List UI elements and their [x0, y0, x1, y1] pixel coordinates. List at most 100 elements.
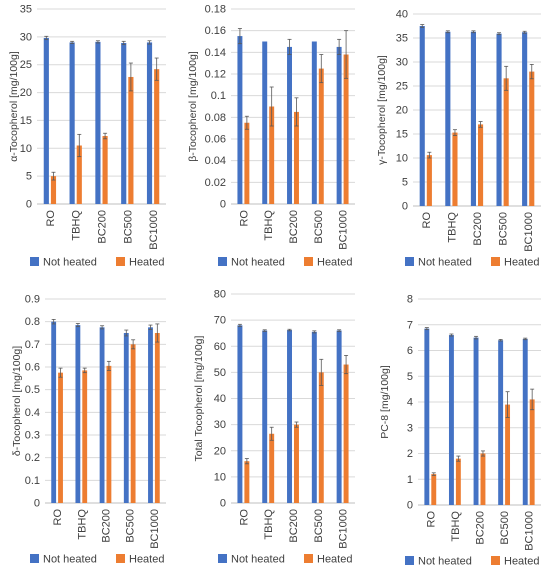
legend: Not heated Heated [405, 556, 539, 568]
category-label-BC500: BC500 [499, 511, 511, 545]
y-tick-label: 0.02 [205, 177, 226, 189]
legend-label-not-heated: Not heated [43, 257, 97, 269]
y-tick-label: 80 [214, 289, 226, 301]
y-tick-label: 25 [396, 81, 408, 93]
category-label-RO: RO [52, 509, 64, 526]
y-tick-label: 5 [407, 371, 413, 383]
bar-heated-BC1000 [154, 333, 160, 503]
category-label-TBHQ: TBHQ [446, 212, 458, 243]
bar-heated-BC500 [128, 76, 134, 204]
category-label-RO: RO [45, 210, 57, 227]
chart-panel-3: 0 5 10 15 20 25 30 35 40 γ-Tocopherol [mg/100g] RO… [376, 9, 541, 269]
category-label-BC200: BC200 [288, 210, 300, 244]
y-tick-label: 0 [220, 498, 226, 510]
bar-heated-TBHQ [455, 458, 461, 505]
bar-heated-BC200 [480, 453, 486, 505]
y-tick-label: 2 [407, 448, 413, 460]
bar-not-heated-TBHQ [445, 31, 451, 207]
y-tick-label: 50 [214, 367, 226, 379]
legend-swatch-not-heated [405, 556, 414, 565]
category-label-BC200: BC200 [97, 210, 109, 244]
y-tick-label: 0.4 [25, 407, 40, 419]
category-label-BC1000: BC1000 [338, 210, 350, 250]
y-tick-label: 30 [214, 419, 226, 431]
bar-not-heated-TBHQ [448, 335, 454, 505]
bar-not-heated-BC1000 [522, 32, 528, 206]
y-tick-label: 0 [220, 199, 226, 211]
bar-not-heated-RO [419, 26, 425, 206]
legend: Not heated Heated [30, 554, 164, 566]
bar-not-heated-RO [237, 325, 243, 503]
legend-label-heated: Heated [504, 556, 539, 568]
category-label-BC500: BC500 [313, 509, 325, 543]
bar-heated-BC500 [503, 78, 509, 206]
bar-not-heated-BC200 [473, 337, 479, 505]
y-tick-label: 30 [396, 57, 408, 69]
y-tick-label: 6 [407, 345, 413, 357]
y-tick-label: 4 [407, 397, 413, 409]
y-tick-label: 15 [396, 129, 408, 141]
y-tick-label: 0.14 [205, 47, 226, 59]
y-tick-label: 0.06 [205, 134, 226, 146]
bar-heated-BC1000 [343, 364, 349, 503]
bar-heated-TBHQ [82, 370, 88, 503]
bar-not-heated-BC200 [99, 327, 105, 503]
bar-heated-BC1000 [343, 54, 349, 204]
bar-heated-RO [50, 176, 57, 204]
y-tick-label: 0.8 [25, 316, 40, 328]
chart-panel-1: 0 5 10 15 20 25 30 35 α-Tocopherol [mg/100g] RO TB… [8, 4, 166, 269]
legend-swatch-heated [116, 554, 125, 563]
legend: Not heated Heated [30, 257, 164, 269]
bar-not-heated-BC200 [287, 46, 292, 204]
chart-panel-5: 0 10 20 30 40 50 60 70 80 Total Tocopherol [mg/10… [193, 289, 355, 566]
bar-heated-TBHQ [269, 433, 275, 503]
legend-label-heated: Heated [317, 257, 352, 269]
y-tick-label: 15 [20, 115, 32, 127]
category-label-BC500: BC500 [122, 210, 134, 244]
bar-not-heated-TBHQ [262, 330, 268, 503]
y-tick-label: 30 [20, 31, 32, 43]
y-tick-label: 10 [396, 153, 408, 165]
y-tick-label: 0.16 [205, 25, 226, 37]
category-label-BC200: BC200 [475, 511, 487, 545]
legend: Not heated Heated [218, 554, 352, 566]
bar-not-heated-BC1000 [522, 338, 528, 505]
category-label-RO: RO [238, 210, 250, 227]
bar-not-heated-BC200 [287, 330, 292, 503]
bar-not-heated-BC500 [121, 42, 127, 204]
bar-not-heated-BC1000 [336, 46, 342, 204]
y-tick-label: 10 [214, 471, 226, 483]
legend-swatch-heated [116, 257, 125, 266]
legend-swatch-heated [304, 257, 313, 266]
bar-heated-BC200 [102, 136, 108, 204]
category-label-BC200: BC200 [472, 212, 484, 246]
category-label-BC1000: BC1000 [523, 212, 535, 252]
y-axis-label: γ-Tocopherol [mg/100g] [376, 55, 388, 165]
y-tick-label: 40 [396, 9, 408, 21]
y-tick-label: 0.5 [25, 384, 40, 396]
legend-swatch-not-heated [218, 554, 227, 563]
legend-label-not-heated: Not heated [418, 556, 472, 568]
bar-heated-BC200 [106, 365, 112, 503]
category-label-TBHQ: TBHQ [450, 511, 462, 542]
legend: Not heated Heated [405, 257, 539, 269]
chart-panel-4: 0 0.1 0.2 0.3 0.4 0.5 0.6 0.7 0.8 0.9 δ-Tocopherol… [11, 294, 166, 566]
y-axis-label: α-Tocopherol [mg/100g] [8, 51, 20, 162]
y-tick-label: 0.12 [205, 69, 226, 81]
y-tick-label: 0.7 [25, 339, 40, 351]
bar-heated-TBHQ [269, 106, 275, 204]
y-tick-label: 20 [214, 445, 226, 457]
bar-not-heated-BC500 [311, 41, 317, 204]
bar-heated-BC1000 [529, 71, 535, 206]
category-label-BC500: BC500 [498, 212, 510, 246]
category-label-RO: RO [238, 509, 250, 526]
bar-heated-TBHQ [452, 132, 458, 206]
bar-heated-TBHQ [76, 145, 82, 204]
y-tick-label: 0 [34, 498, 40, 510]
bar-heated-BC200 [478, 124, 484, 206]
y-tick-label: 0.04 [205, 155, 226, 167]
bar-not-heated-TBHQ [262, 41, 268, 204]
y-tick-label: 70 [214, 315, 226, 327]
y-tick-label: 8 [407, 294, 413, 306]
category-label-BC200: BC200 [101, 509, 113, 543]
